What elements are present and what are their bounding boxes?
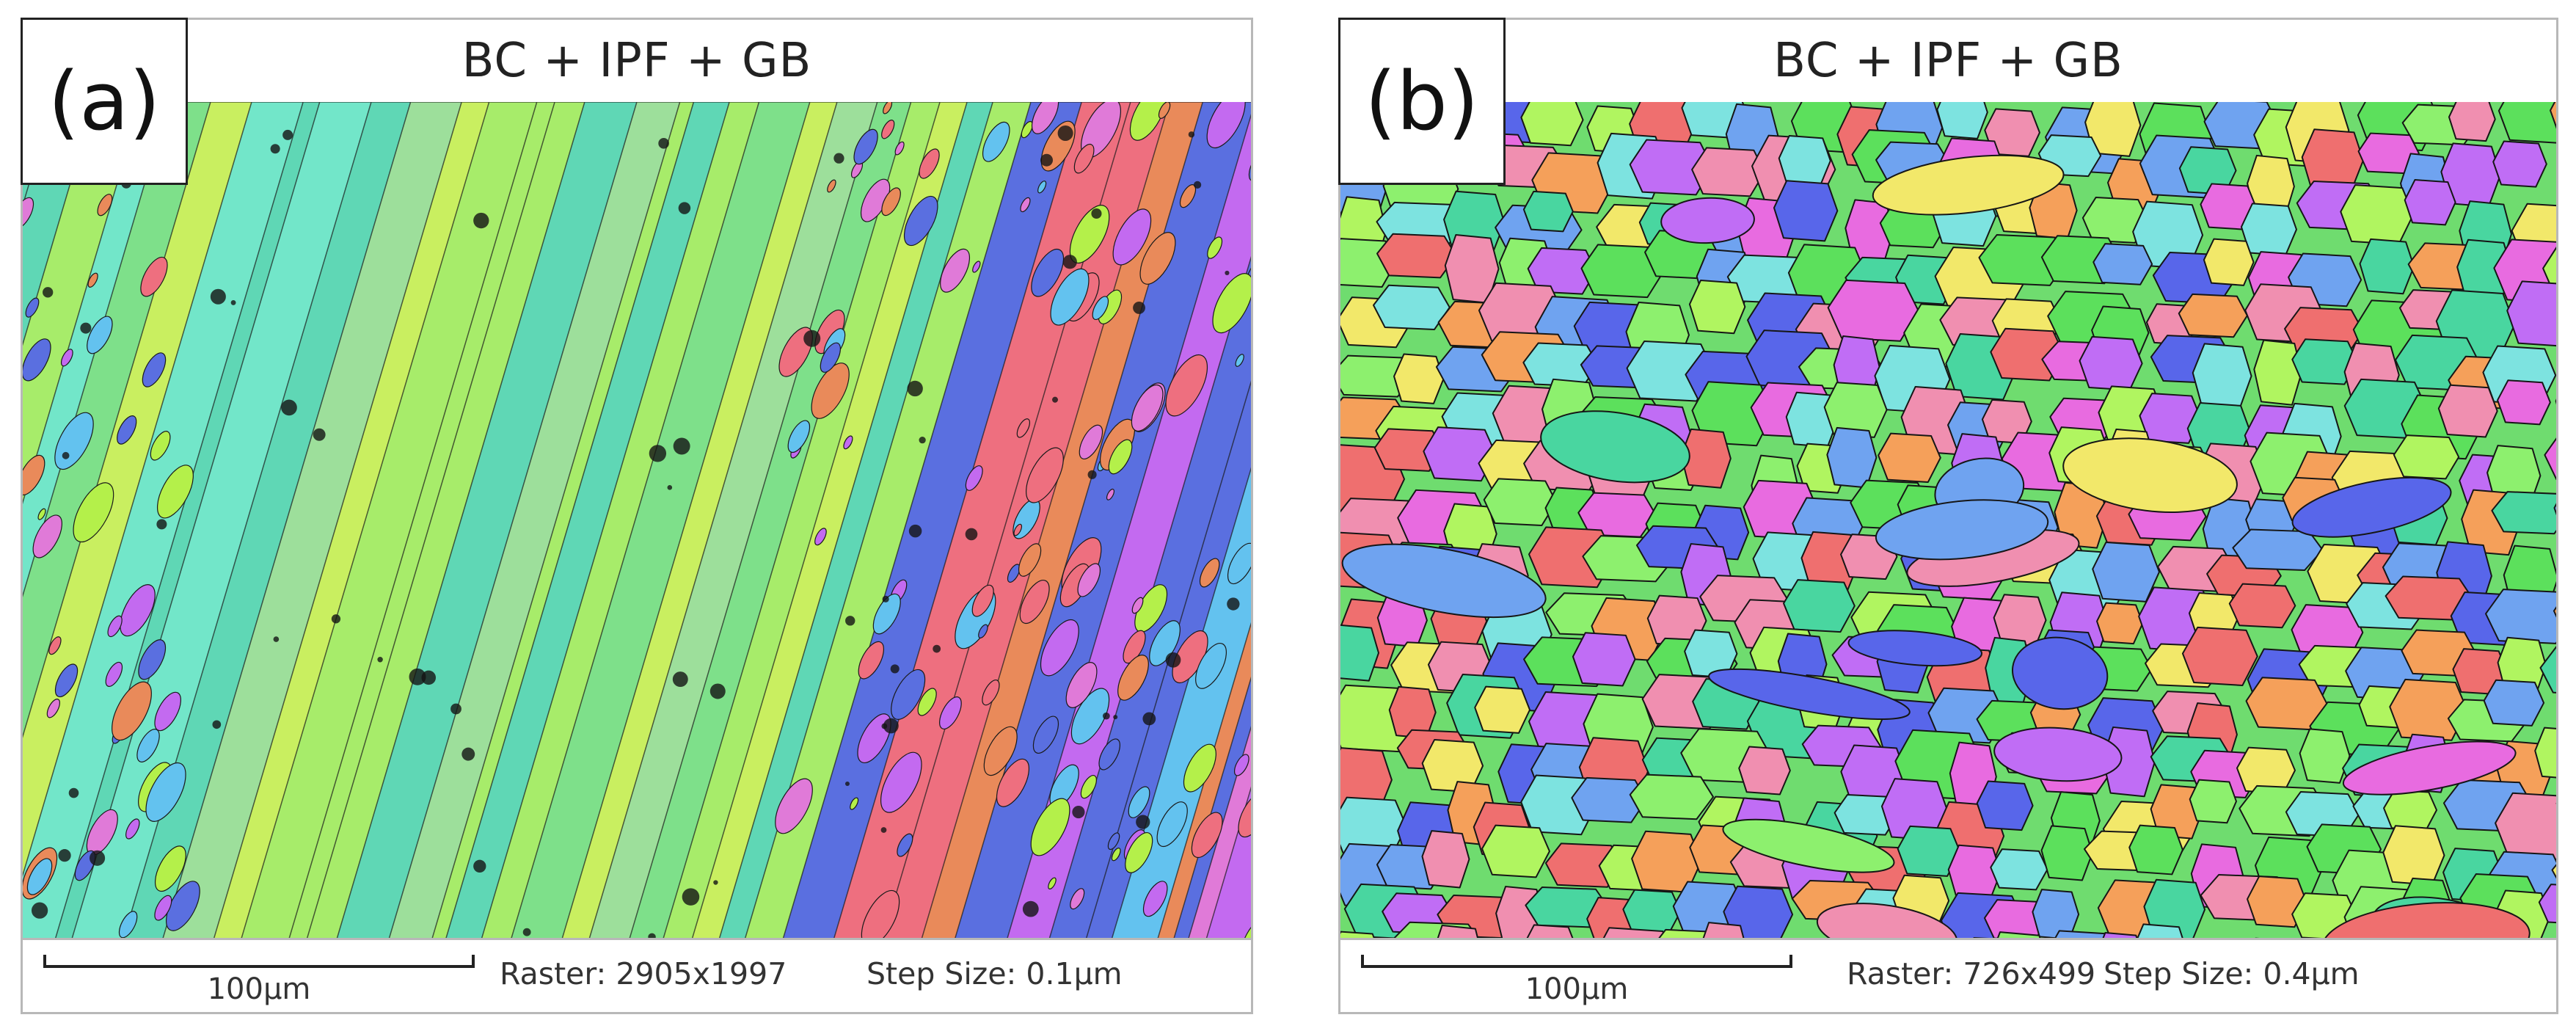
scale-bar-label: 100µm <box>1525 972 1629 1006</box>
ebsd-map-image <box>23 102 1251 944</box>
panel-b: (b) BC + IPF + GB 100µm Raster: 726x499 … <box>1338 18 2558 1014</box>
orientation-map-a <box>23 102 1251 944</box>
raster-info: Raster: 2905x1997 <box>500 956 787 991</box>
step-size-info: Step Size: 0.1µm <box>866 956 1123 991</box>
raster-info: Raster: 726x499 <box>1847 956 2096 991</box>
scale-bar-label: 100µm <box>207 972 311 1006</box>
step-size-info: Step Size: 0.4µm <box>2104 956 2360 991</box>
panel-label: (a) <box>21 18 188 185</box>
scale-bar <box>43 955 475 968</box>
map-footer: 100µm Raster: 726x499 Step Size: 0.4µm <box>1340 938 2556 1012</box>
map-title: BC + IPF + GB <box>461 34 812 88</box>
panel-label: (b) <box>1338 18 1506 185</box>
scale-bar <box>1361 955 1792 968</box>
map-footer: 100µm Raster: 2905x1997 Step Size: 0.1µm <box>23 938 1251 1012</box>
orientation-map-b <box>1340 102 2556 944</box>
ebsd-map-image <box>1340 102 2556 944</box>
panel-a: (a) BC + IPF + GB 100µm Raster: 2905x199… <box>21 18 1253 1014</box>
map-title: BC + IPF + GB <box>1773 34 2123 88</box>
